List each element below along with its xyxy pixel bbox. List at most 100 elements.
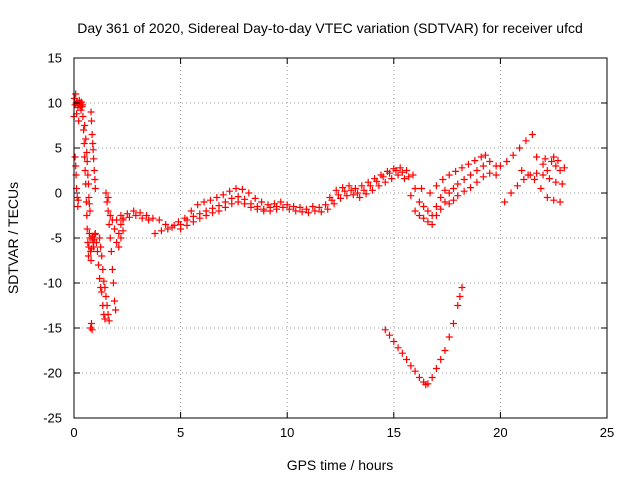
data-point bbox=[72, 162, 80, 170]
data-point bbox=[296, 203, 304, 211]
data-point bbox=[302, 205, 310, 213]
data-point bbox=[83, 212, 91, 219]
data-point bbox=[390, 165, 398, 173]
data-point bbox=[449, 196, 457, 204]
data-point bbox=[552, 178, 560, 186]
data-point bbox=[371, 175, 379, 183]
data-point bbox=[75, 117, 83, 125]
data-point bbox=[279, 203, 287, 211]
data-point bbox=[292, 207, 300, 215]
data-point bbox=[113, 239, 121, 246]
data-point bbox=[437, 205, 445, 213]
chart-title: Day 361 of 2020, Sidereal Day-to-day VTE… bbox=[77, 20, 583, 36]
data-point bbox=[260, 207, 268, 215]
data-point bbox=[117, 234, 125, 242]
data-point bbox=[486, 169, 494, 177]
data-point bbox=[481, 151, 489, 159]
data-point bbox=[398, 349, 406, 357]
data-point bbox=[479, 162, 487, 170]
data-point bbox=[486, 158, 494, 165]
data-point bbox=[449, 185, 457, 192]
data-point bbox=[454, 192, 462, 200]
data-point bbox=[84, 171, 92, 179]
data-point bbox=[86, 207, 94, 215]
data-point bbox=[362, 190, 370, 198]
data-point bbox=[238, 185, 246, 193]
data-point bbox=[492, 171, 500, 179]
data-point bbox=[349, 191, 357, 199]
data-point bbox=[80, 140, 88, 147]
data-point bbox=[441, 186, 449, 194]
data-point bbox=[315, 203, 323, 211]
data-point bbox=[556, 198, 564, 206]
data-point bbox=[93, 248, 101, 255]
data-point bbox=[432, 182, 440, 190]
data-point bbox=[71, 153, 79, 161]
data-point bbox=[90, 155, 98, 163]
data-point bbox=[452, 167, 460, 175]
data-point bbox=[80, 126, 88, 134]
data-point bbox=[513, 182, 521, 190]
data-point bbox=[543, 167, 551, 174]
data-point bbox=[479, 173, 487, 181]
data-point bbox=[471, 157, 479, 165]
data-point bbox=[87, 117, 95, 125]
data-point bbox=[522, 137, 530, 145]
data-point bbox=[341, 187, 349, 195]
y-tick-label: 10 bbox=[48, 96, 62, 111]
data-point bbox=[84, 252, 92, 260]
data-point bbox=[332, 186, 340, 194]
data-point bbox=[85, 200, 93, 208]
data-point bbox=[364, 178, 372, 186]
data-point bbox=[74, 196, 82, 204]
series-right-segments bbox=[496, 131, 568, 206]
data-point bbox=[77, 106, 85, 114]
data-point bbox=[424, 218, 432, 226]
data-point bbox=[394, 171, 402, 179]
data-point bbox=[539, 160, 547, 168]
data-point bbox=[415, 198, 423, 206]
x-tick-label: 25 bbox=[600, 425, 614, 440]
data-point bbox=[87, 257, 95, 264]
data-point bbox=[445, 171, 453, 179]
data-point bbox=[554, 157, 562, 165]
data-point bbox=[107, 248, 115, 255]
data-point bbox=[396, 164, 404, 172]
data-point bbox=[103, 198, 111, 206]
data-point bbox=[334, 191, 342, 199]
data-point bbox=[524, 171, 532, 179]
y-tick-label: -15 bbox=[43, 321, 62, 336]
y-tick-label: -20 bbox=[43, 366, 62, 381]
data-point bbox=[290, 203, 298, 210]
data-point bbox=[202, 212, 210, 219]
data-point bbox=[545, 175, 553, 183]
data-point bbox=[541, 155, 549, 163]
data-point bbox=[428, 221, 436, 228]
data-point bbox=[101, 284, 109, 291]
data-point bbox=[253, 205, 261, 213]
data-point bbox=[528, 131, 536, 138]
data-point bbox=[106, 212, 114, 219]
data-point bbox=[375, 182, 383, 190]
data-point bbox=[386, 331, 394, 339]
data-point bbox=[241, 200, 249, 208]
data-point bbox=[477, 153, 485, 161]
data-point bbox=[98, 288, 106, 296]
data-point bbox=[123, 210, 131, 218]
data-point bbox=[142, 212, 150, 219]
data-point bbox=[96, 234, 104, 242]
data-point bbox=[99, 266, 107, 273]
plot-area bbox=[70, 90, 568, 389]
data-point bbox=[145, 216, 153, 224]
data-point bbox=[420, 203, 428, 210]
data-point bbox=[85, 194, 93, 201]
data-point bbox=[83, 158, 91, 165]
data-point bbox=[460, 187, 468, 195]
series-main-band-c bbox=[177, 151, 489, 233]
data-point bbox=[458, 164, 466, 172]
data-point bbox=[88, 326, 96, 334]
data-point bbox=[403, 356, 411, 363]
data-point bbox=[368, 186, 376, 194]
data-point bbox=[501, 198, 509, 206]
